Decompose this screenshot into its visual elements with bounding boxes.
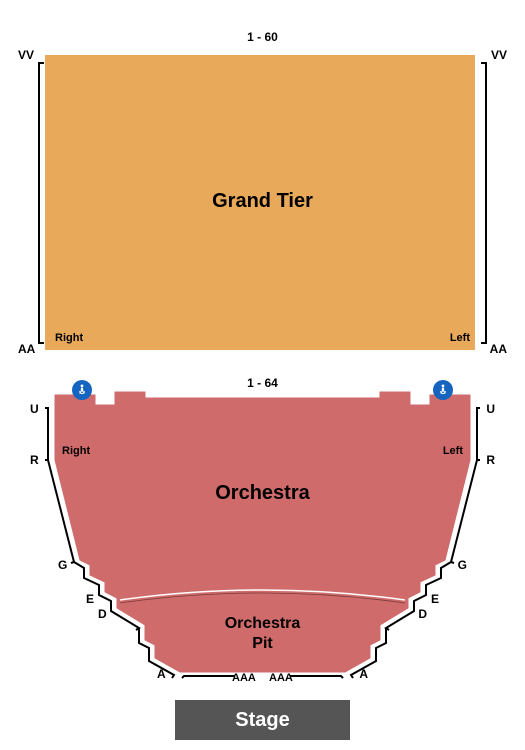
orch-row-left-D: D — [98, 607, 107, 621]
orchestra-right-label: Right — [62, 445, 90, 457]
orch-row-right-G: G — [458, 558, 467, 572]
orchestra-pit-label2: Pit — [0, 635, 525, 653]
accessibility-icon — [433, 380, 453, 400]
orch-row-front-right: AAA — [269, 672, 293, 684]
orch-row-front-left: AAA — [232, 672, 256, 684]
orchestra-left-label: Left — [443, 445, 463, 457]
orchestra-pit-label1: Orchestra — [0, 615, 525, 633]
orch-row-left-A: A — [157, 667, 166, 681]
orch-row-right-U: U — [486, 402, 495, 416]
orchestra-label: Orchestra — [0, 482, 525, 505]
orch-row-right-A: A — [359, 667, 368, 681]
orch-row-left-R: R — [30, 453, 39, 467]
orch-row-left-U: U — [30, 402, 39, 416]
stage: Stage — [175, 700, 350, 740]
seating-chart: 1 - 60 VV VV Grand Tier Right Left AA AA… — [0, 0, 525, 750]
orch-row-right-D: D — [418, 607, 427, 621]
orchestra-bracket-bottom — [182, 676, 343, 678]
stage-label: Stage — [235, 709, 289, 732]
orch-row-left-E: E — [86, 592, 94, 606]
orch-row-right-E: E — [431, 592, 439, 606]
orch-row-right-R: R — [486, 453, 495, 467]
orch-row-left-G: G — [58, 558, 67, 572]
accessibility-icon — [72, 380, 92, 400]
